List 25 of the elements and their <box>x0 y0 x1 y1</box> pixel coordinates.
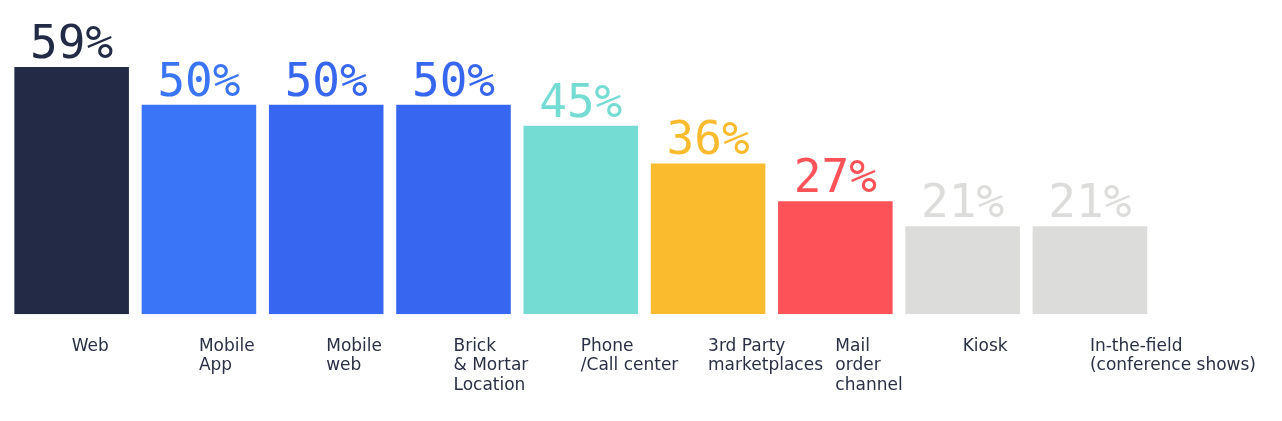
x-tick-label: In-the-field (conference shows) <box>1089 334 1257 375</box>
data-label: 45% <box>539 73 623 128</box>
bar <box>905 226 1020 315</box>
bar <box>1032 226 1148 315</box>
x-tick-label: Web <box>71 334 109 355</box>
x-tick-label: Mobile App <box>198 334 255 375</box>
x-tick-label: Mail order channel <box>835 334 903 394</box>
bar <box>650 163 766 315</box>
x-tick-label: Mobile web <box>326 334 382 375</box>
x-tick-label: 3rd Party marketplaces <box>708 334 824 375</box>
data-label: 50% <box>157 52 241 107</box>
bar <box>523 125 639 315</box>
data-label: 50% <box>284 52 368 107</box>
bar <box>396 104 511 315</box>
data-label: 50% <box>411 52 496 107</box>
data-label: 27% <box>793 149 877 204</box>
bar <box>141 104 257 315</box>
bar <box>268 104 384 315</box>
data-label: 59% <box>30 14 114 69</box>
bar <box>14 67 129 315</box>
x-tick-label: Phone /Call center <box>580 334 679 375</box>
x-tick-label: Brick & Mortar Location <box>453 334 529 394</box>
bar <box>778 201 893 315</box>
data-label: 36% <box>666 111 750 166</box>
x-tick-label: Kiosk <box>962 334 1008 355</box>
